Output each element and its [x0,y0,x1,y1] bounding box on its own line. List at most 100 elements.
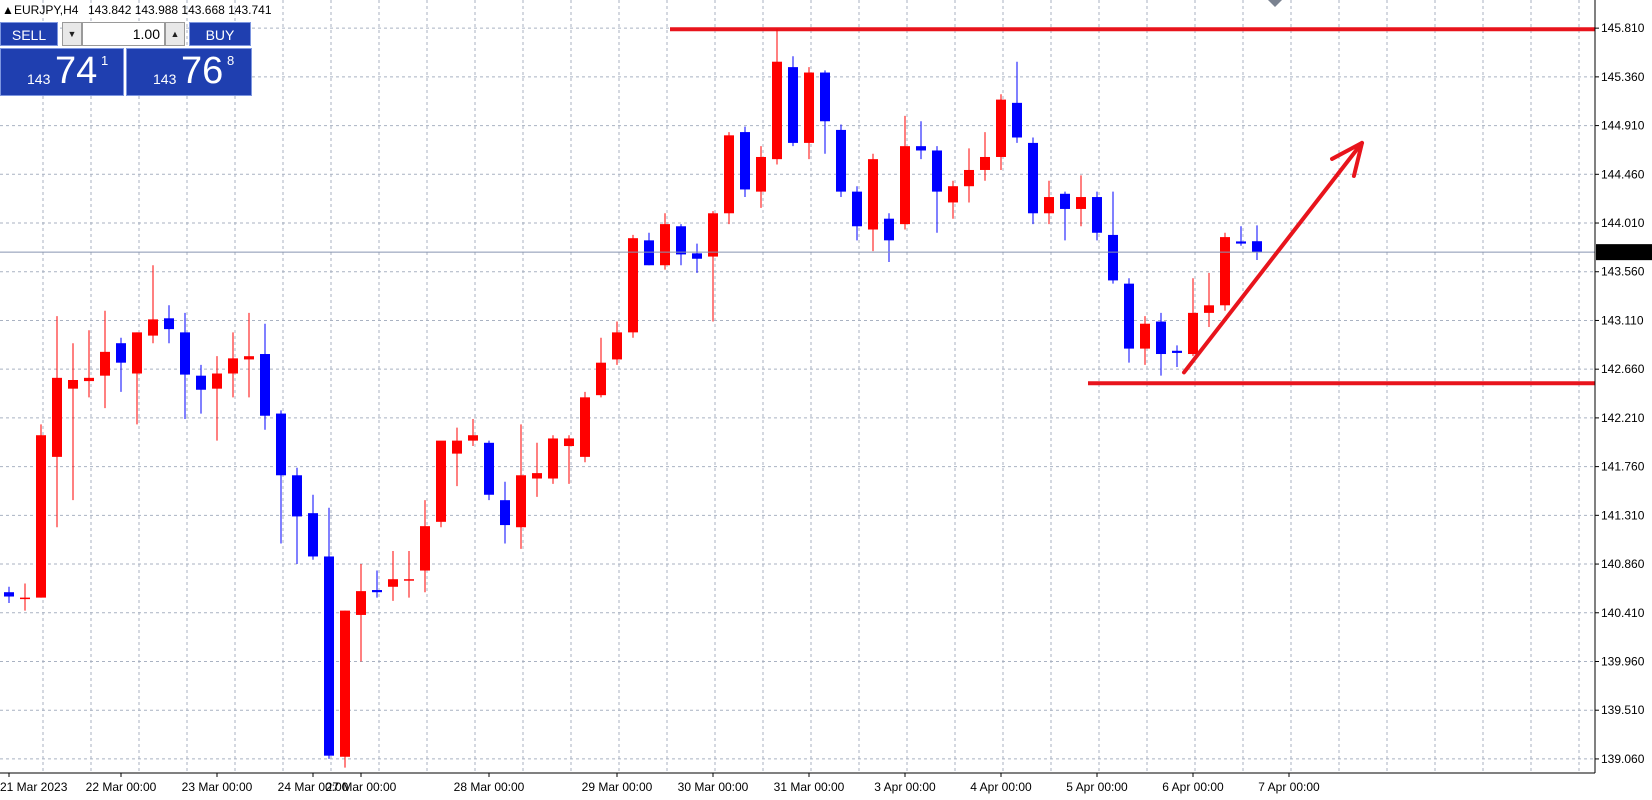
candle-body [836,129,846,192]
candle[interactable] [948,180,958,219]
candle[interactable] [1028,137,1038,225]
candle[interactable] [1156,312,1166,376]
candle[interactable] [244,312,254,398]
candle[interactable] [1092,191,1102,241]
candle[interactable] [388,551,398,601]
candle[interactable] [724,132,734,225]
candle[interactable] [228,332,238,398]
candle[interactable] [84,330,94,398]
candle[interactable] [644,232,654,266]
candle[interactable] [308,494,318,560]
buy-button[interactable]: BUY [189,22,251,46]
candle[interactable] [468,418,478,447]
volume-increase-icon[interactable]: ▲ [165,22,185,46]
candle[interactable] [580,391,590,463]
candle[interactable] [116,337,126,392]
candle[interactable] [36,424,46,598]
candle[interactable] [868,153,878,252]
volume-input[interactable] [82,22,165,46]
sell-button[interactable]: SELL [0,22,58,46]
candle[interactable] [756,146,766,208]
candle[interactable] [836,124,846,198]
candle[interactable] [964,148,974,203]
candle[interactable] [148,265,158,344]
candle[interactable] [292,467,302,565]
candle[interactable] [340,610,350,768]
candle[interactable] [852,186,862,241]
candle-body [724,135,734,214]
candle[interactable] [900,115,910,230]
candle[interactable] [260,323,270,430]
candle-body [484,442,494,495]
candle[interactable] [1124,278,1134,363]
candle[interactable] [164,305,174,344]
candle[interactable] [324,507,334,759]
candle[interactable] [1220,232,1230,311]
candle[interactable] [596,337,606,398]
candle[interactable] [372,570,382,598]
candle[interactable] [676,224,686,266]
candle[interactable] [820,70,830,154]
candle[interactable] [20,583,30,611]
candle[interactable] [1060,191,1070,241]
candle[interactable] [980,132,990,181]
candle[interactable] [452,427,462,487]
candle[interactable] [404,551,414,598]
candle[interactable] [100,310,110,409]
candle[interactable] [1076,175,1086,227]
candle[interactable] [564,435,574,484]
candle[interactable] [276,410,286,544]
candle[interactable] [516,424,526,549]
candle[interactable] [196,364,206,414]
candle[interactable] [52,316,62,528]
candle-body [628,238,638,333]
candle[interactable] [68,343,78,501]
candle[interactable] [788,56,798,147]
candle[interactable] [1172,345,1182,368]
candle[interactable] [916,121,926,160]
candle[interactable] [932,146,942,233]
candle[interactable] [996,94,1006,170]
candle[interactable] [132,332,142,425]
candle[interactable] [1188,278,1198,357]
candle[interactable] [436,440,446,528]
candle[interactable] [612,321,622,365]
volume-decrease-icon[interactable]: ▼ [62,22,82,46]
candle[interactable] [628,234,638,338]
candle[interactable] [212,356,222,441]
candle[interactable] [500,481,510,544]
candle[interactable] [4,586,14,604]
sell-price-display[interactable]: 143 74 1 [0,48,124,96]
candle[interactable] [884,213,894,262]
time-tick-label: 30 Mar 00:00 [678,780,749,794]
candle-body [1028,142,1038,214]
candle[interactable] [1204,272,1214,327]
price-tick-label: 143.110 [1601,313,1644,327]
candle[interactable] [1236,226,1246,246]
candle-body [916,146,926,151]
candle[interactable] [772,29,782,165]
buy-price-display[interactable]: 143 76 8 [126,48,252,96]
candle[interactable] [804,67,814,160]
candle[interactable] [740,126,750,198]
candle[interactable] [1044,180,1054,225]
candle[interactable] [1140,316,1150,365]
candle[interactable] [548,435,558,484]
candle[interactable] [1252,225,1262,261]
candle[interactable] [1108,191,1118,284]
trend-arrow[interactable] [1182,140,1364,375]
candle[interactable] [1012,61,1022,143]
current-price-label: 143.741 [1599,245,1643,259]
candle[interactable] [660,213,670,270]
candle[interactable] [180,312,190,419]
candle[interactable] [532,442,542,497]
candle[interactable] [356,564,366,662]
candle[interactable] [484,440,494,501]
buy-price-pips: 76 [181,50,224,92]
chart-shift-icon[interactable] [1268,0,1282,7]
candle[interactable] [708,211,718,322]
candle[interactable] [692,243,702,273]
candle[interactable] [420,500,430,593]
price-tick-label: 143.560 [1601,265,1645,279]
